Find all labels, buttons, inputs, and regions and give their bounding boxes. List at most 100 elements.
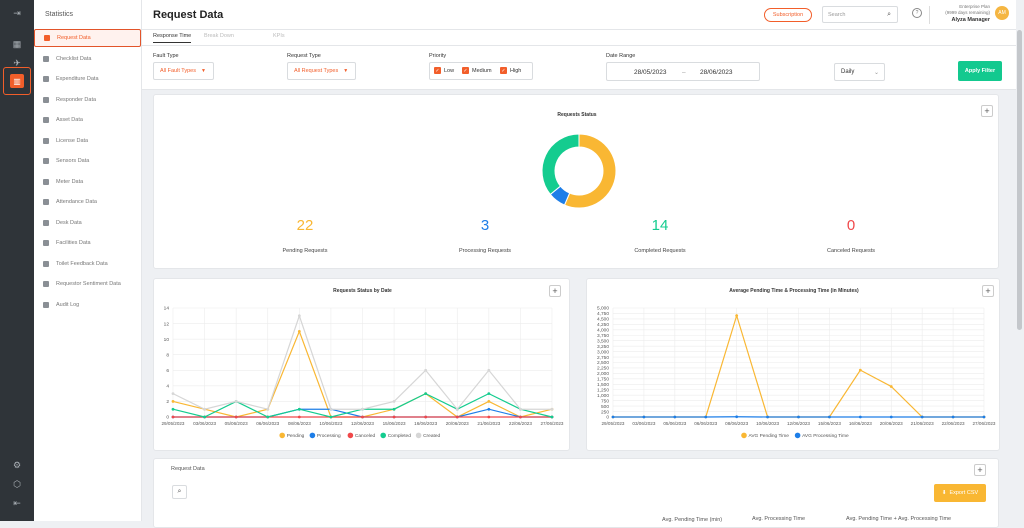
legend-label[interactable]: AVG Pending Time — [749, 433, 790, 439]
legend-label[interactable]: Pending — [287, 433, 305, 439]
data-point[interactable] — [551, 416, 554, 419]
sidebar-item[interactable]: Checklist Data — [34, 50, 142, 68]
data-point[interactable] — [797, 416, 800, 419]
data-point[interactable] — [704, 416, 707, 419]
data-point[interactable] — [298, 330, 301, 333]
tab-response-time[interactable]: Response Time — [153, 33, 191, 43]
data-point[interactable] — [330, 408, 333, 411]
sidebar-item[interactable]: Sensors Data — [34, 152, 142, 170]
sidebar-item[interactable]: Audit Log — [34, 296, 142, 314]
data-point[interactable] — [172, 392, 175, 395]
legend-label[interactable]: Created — [423, 433, 440, 439]
legend-swatch[interactable] — [348, 433, 354, 439]
sidebar-item[interactable]: Request Data — [34, 29, 141, 47]
data-point[interactable] — [172, 400, 175, 403]
dashboard-icon[interactable]: ▦ — [9, 36, 25, 52]
data-point[interactable] — [487, 416, 490, 419]
legend-swatch[interactable] — [310, 433, 316, 439]
legend-swatch[interactable] — [279, 433, 285, 439]
search-input[interactable]: Search⌕ — [822, 6, 898, 23]
sidebar-item[interactable]: Facilities Data — [34, 234, 142, 252]
data-point[interactable] — [424, 392, 427, 395]
data-point[interactable] — [361, 416, 364, 419]
legend-swatch[interactable] — [795, 433, 801, 439]
data-point[interactable] — [424, 369, 427, 372]
sidebar-item[interactable]: Toilet Feedback Data — [34, 255, 142, 273]
sidebar-item[interactable]: Asset Data — [34, 111, 142, 129]
data-point[interactable] — [424, 416, 427, 419]
data-point[interactable] — [393, 408, 396, 411]
legend-label[interactable]: AVG Processing Time — [802, 433, 849, 439]
date-from[interactable]: 28/05/2023 — [634, 69, 667, 76]
search-icon[interactable]: ⌕ — [172, 485, 187, 499]
data-point[interactable] — [487, 400, 490, 403]
logout-icon[interactable]: ⇤ — [9, 495, 25, 511]
user-name[interactable]: Alyza Manager — [934, 17, 990, 23]
export-csv-button[interactable]: ⬇Export CSV — [934, 484, 986, 502]
data-point[interactable] — [673, 416, 676, 419]
data-point[interactable] — [235, 416, 238, 419]
data-point[interactable] — [330, 416, 333, 419]
data-point[interactable] — [456, 416, 459, 419]
sidebar-item[interactable]: Attendance Data — [34, 193, 142, 211]
sidebar-item[interactable]: License Data — [34, 132, 142, 150]
data-point[interactable] — [393, 400, 396, 403]
sidebar-item[interactable]: Requestor Sentiment Data — [34, 275, 142, 293]
column-header[interactable]: Avg. Processing Time — [752, 516, 805, 522]
priority-medium-checkbox[interactable]: ✓Medium — [462, 67, 492, 74]
add-widget-button[interactable]: + — [981, 105, 993, 117]
data-point[interactable] — [921, 416, 924, 419]
tab-kpis[interactable]: KPIs — [273, 33, 285, 39]
legend-label[interactable]: Canceled — [355, 433, 376, 439]
data-point[interactable] — [203, 416, 206, 419]
box-icon[interactable]: ⬡ — [9, 476, 25, 492]
legend-label[interactable]: Processing — [317, 433, 341, 439]
data-point[interactable] — [266, 408, 269, 411]
data-point[interactable] — [487, 408, 490, 411]
data-point[interactable] — [235, 400, 238, 403]
donut-slice-completed[interactable] — [542, 134, 579, 194]
data-point[interactable] — [735, 415, 738, 418]
sidebar-item[interactable]: Desk Data — [34, 214, 142, 232]
data-point[interactable] — [952, 416, 955, 419]
data-point[interactable] — [172, 416, 175, 419]
data-point[interactable] — [266, 416, 269, 419]
subscription-button[interactable]: Subscription — [764, 8, 812, 22]
legend-swatch[interactable] — [416, 433, 422, 439]
column-header[interactable]: Avg. Pending Time (min) — [662, 517, 722, 523]
data-point[interactable] — [859, 369, 862, 372]
data-point[interactable] — [890, 416, 893, 419]
data-point[interactable] — [393, 416, 396, 419]
sidebar-item[interactable]: Expenditure Data — [34, 70, 142, 88]
data-point[interactable] — [551, 408, 554, 411]
legend-swatch[interactable] — [741, 433, 747, 439]
data-point[interactable] — [890, 385, 893, 388]
statistics-nav[interactable]: ▥ — [3, 67, 31, 95]
apply-filter-button[interactable]: Apply Filter — [958, 61, 1002, 81]
legend-swatch[interactable] — [380, 433, 386, 439]
date-range-picker[interactable]: 28/05/2023 – 28/06/2023 — [606, 62, 760, 81]
data-point[interactable] — [361, 408, 364, 411]
priority-low-checkbox[interactable]: ✓Low — [434, 67, 454, 74]
column-header[interactable]: Avg. Pending Time + Avg. Processing Time — [846, 516, 951, 522]
sidebar-item[interactable]: Responder Data — [34, 91, 142, 109]
data-point[interactable] — [298, 408, 301, 411]
sidebar-item[interactable]: Meter Data — [34, 173, 142, 191]
search-icon[interactable]: ⌕ — [887, 11, 891, 19]
request-type-select[interactable]: All Request Types▼ — [287, 62, 356, 80]
settings-icon[interactable]: ⚙ — [9, 457, 25, 473]
data-point[interactable] — [828, 416, 831, 419]
avatar[interactable]: AM — [995, 6, 1009, 20]
add-widget-button[interactable]: + — [974, 464, 986, 476]
tab-break-down[interactable]: Break Down — [204, 33, 234, 39]
data-point[interactable] — [487, 392, 490, 395]
priority-high-checkbox[interactable]: ✓High — [500, 67, 521, 74]
data-point[interactable] — [456, 408, 459, 411]
data-point[interactable] — [766, 416, 769, 419]
data-point[interactable] — [859, 416, 862, 419]
legend-label[interactable]: Completed — [388, 433, 412, 439]
data-point[interactable] — [735, 314, 738, 317]
data-point[interactable] — [643, 416, 646, 419]
data-point[interactable] — [172, 408, 175, 411]
period-select[interactable]: Daily⌄ — [834, 63, 885, 81]
